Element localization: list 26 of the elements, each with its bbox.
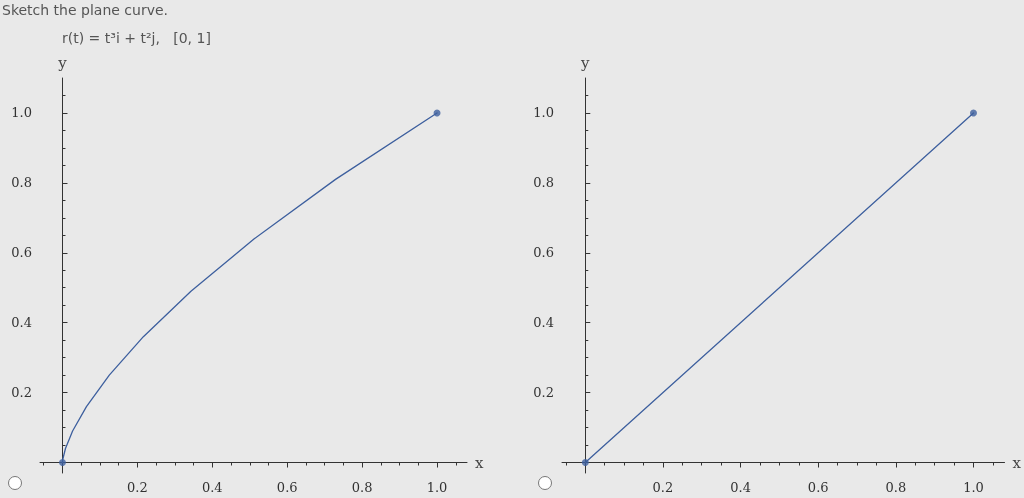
x-axis-title: x: [1012, 453, 1022, 472]
y-tick-label: 1.0: [11, 105, 32, 121]
chart-subtitle: r(t) = t³i + t²j, [0, 1]: [62, 30, 211, 46]
y-tick-label: 0.6: [11, 245, 32, 261]
x-tick-label: 0.2: [127, 480, 148, 495]
x-tick-label: 0.4: [730, 480, 751, 495]
y-tick-label: 0.2: [533, 385, 554, 401]
x-tick-label: 1.0: [426, 480, 448, 495]
x-tick-label: 0.8: [351, 480, 373, 495]
x-tick-label: 1.0: [963, 480, 984, 495]
y-tick-label: 0.2: [11, 385, 32, 401]
y-axis-title: y: [580, 53, 591, 72]
x-tick-label: 0.4: [201, 480, 223, 495]
chart-title: Sketch the plane curve.: [2, 2, 169, 18]
y-tick-label: 0.8: [11, 175, 32, 191]
x-tick-label: 0.6: [807, 480, 829, 495]
x-tick-label: 0.2: [652, 480, 674, 495]
y-tick-label: 0.6: [533, 245, 554, 261]
y-tick-label: 0.4: [11, 315, 32, 331]
y-axis-title: y: [57, 53, 68, 72]
x-tick-label: 0.8: [885, 480, 907, 495]
y-tick-label: 0.4: [533, 315, 554, 331]
y-tick-label: 1.0: [533, 105, 554, 121]
x-axis-title: x: [475, 453, 484, 472]
y-tick-label: 0.8: [533, 175, 554, 191]
x-tick-label: 0.6: [276, 480, 298, 495]
